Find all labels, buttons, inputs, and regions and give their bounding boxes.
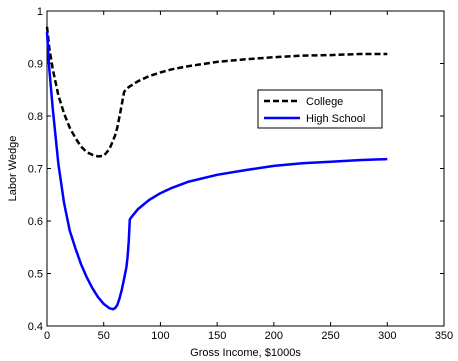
- legend: College High School: [257, 89, 383, 129]
- x-tick-label: 300: [378, 330, 396, 342]
- x-axis-title: Gross Income, $1000s: [190, 347, 301, 359]
- x-tick-label: 50: [98, 330, 110, 342]
- y-axis-title: Labor Wedge: [7, 136, 19, 202]
- x-tick-label: 250: [321, 330, 339, 342]
- x-tick-label: 350: [435, 330, 453, 342]
- y-tick-label: 0.7: [28, 164, 43, 176]
- legend-label-college: College: [306, 96, 343, 108]
- series-line-college: [45, 26, 388, 158]
- y-tick-label: 1: [37, 6, 43, 18]
- x-tick-label: 200: [265, 330, 283, 342]
- x-axis: 0 50 100 150 200 250 300 350: [44, 11, 453, 342]
- series-group: [45, 26, 388, 311]
- x-tick-label: 150: [208, 330, 226, 342]
- series-line-high-school: [45, 31, 388, 311]
- y-tick-label: 0.6: [28, 216, 43, 228]
- y-axis: 0.4 0.5 0.6 0.7 0.8 0.9 1: [28, 6, 444, 333]
- y-tick-label: 0.4: [28, 321, 43, 333]
- legend-box: [257, 89, 383, 129]
- x-tick-label: 0: [44, 330, 50, 342]
- legend-label-high-school: High School: [306, 113, 365, 125]
- y-tick-label: 0.5: [28, 269, 43, 281]
- plot-frame: [46, 10, 445, 327]
- y-tick-label: 0.9: [28, 59, 43, 71]
- y-tick-label: 0.8: [28, 111, 43, 123]
- x-tick-label: 100: [151, 330, 169, 342]
